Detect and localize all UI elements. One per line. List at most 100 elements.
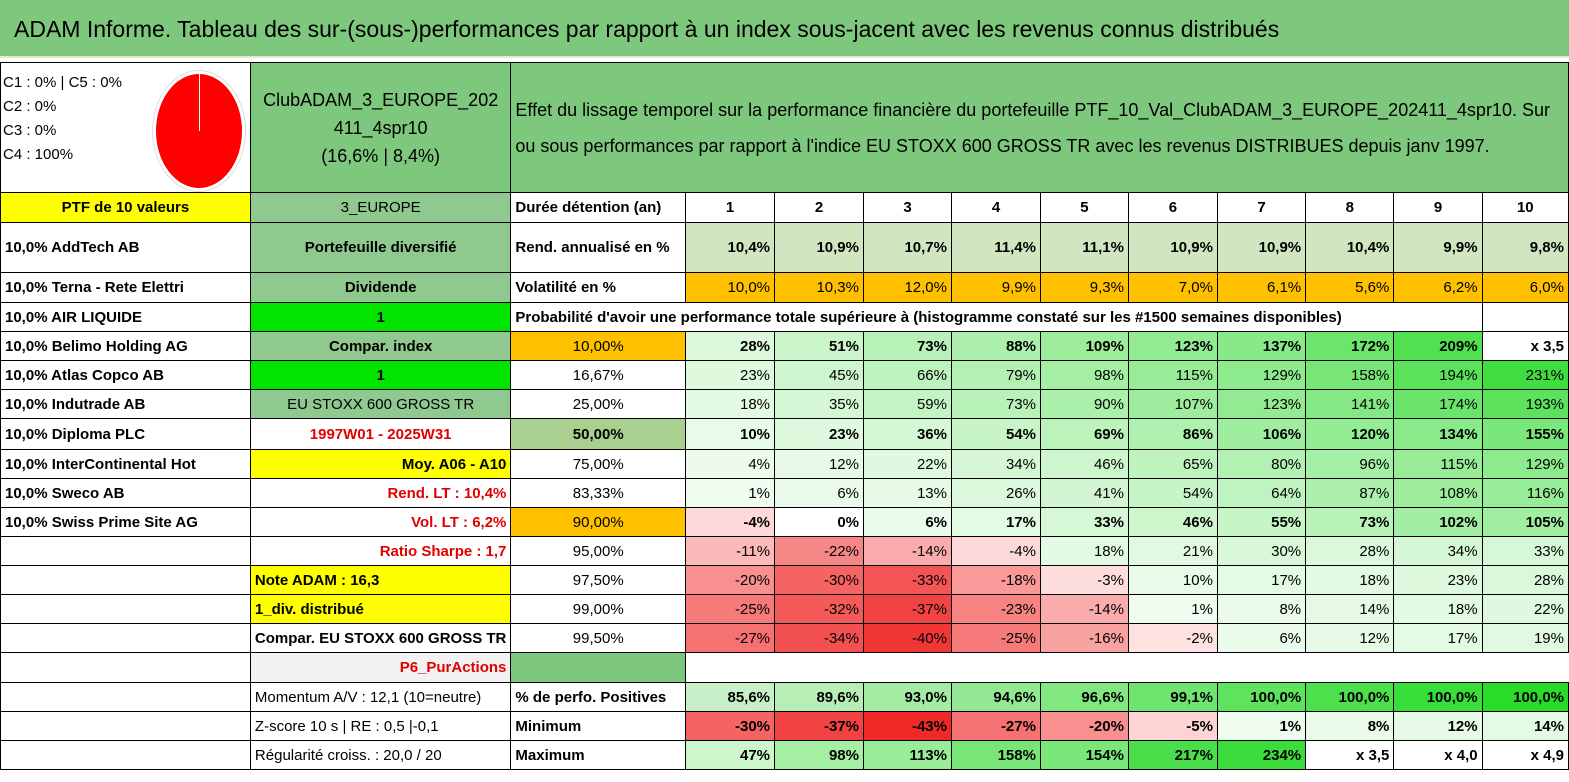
proba-value: 14% xyxy=(1305,594,1395,624)
proba-value: -25% xyxy=(685,594,776,624)
description: Effet du lissage temporel sur la perform… xyxy=(510,62,1569,193)
proba-value: 18% xyxy=(1393,594,1483,624)
min-value: -37% xyxy=(774,711,864,741)
year-header: 2 xyxy=(774,192,864,223)
pos-value: 89,6% xyxy=(774,682,864,712)
rend-label: Rend. annualisé en % xyxy=(510,222,687,273)
proba-value: 108% xyxy=(1393,478,1483,508)
min-label: Minimum xyxy=(510,711,687,741)
proba-value: 17% xyxy=(1216,565,1307,595)
proba-value: 36% xyxy=(863,418,952,450)
max-value: x 4,9 xyxy=(1481,740,1569,770)
rend-value: 10,9% xyxy=(774,222,864,273)
rend-value: 10,4% xyxy=(1305,222,1395,273)
proba-value: -34% xyxy=(774,623,864,653)
year-header: 3 xyxy=(863,192,952,223)
proba-value: 87% xyxy=(1305,478,1395,508)
table-row: Ratio Sharpe : 1,7 95,00% -11% -22% -14% -4% 1… xyxy=(0,536,1569,566)
max-value: 158% xyxy=(951,740,1041,770)
holding-row: 10,0% Terna - Rete Elettri xyxy=(0,272,251,303)
proba-value: -37% xyxy=(863,594,952,624)
table-row: 10,0% Indutrade AB EU STOXX 600 GROSS TR 2… xyxy=(0,389,1569,419)
max-value: 234% xyxy=(1216,740,1307,770)
max-value: x 4,0 xyxy=(1393,740,1483,770)
proba-value: -20% xyxy=(685,565,776,595)
proba-value: 35% xyxy=(774,389,864,419)
holding-row: 10,0% Diploma PLC xyxy=(0,418,251,450)
holding-row: 10,0% AddTech AB xyxy=(0,222,251,273)
vol-label: Volatilité en % xyxy=(510,272,687,303)
proba-value: 23% xyxy=(685,360,776,390)
proba-value: 22% xyxy=(863,449,952,479)
proba-value: 34% xyxy=(1393,536,1483,566)
min-value: -43% xyxy=(863,711,952,741)
proba-threshold: 25,00% xyxy=(510,389,687,419)
proba-threshold: 83,33% xyxy=(510,478,687,508)
report-title-bar: ADAM Informe. Tableau des sur-(sous-)per… xyxy=(0,0,1569,58)
rend-value: 10,4% xyxy=(685,222,776,273)
proba-threshold: 75,00% xyxy=(510,449,687,479)
category-pie-chart xyxy=(153,71,245,191)
proba-value: -16% xyxy=(1039,623,1129,653)
min-value: -27% xyxy=(951,711,1041,741)
table-row: Momentum A/V : 12,1 (10=neutre)% de perf… xyxy=(0,682,1569,712)
info-rend-lt: Rend. LT : 10,4% xyxy=(249,478,512,508)
proba-value: -18% xyxy=(951,565,1041,595)
proba-value: 17% xyxy=(951,507,1041,537)
year-header: 1 xyxy=(685,192,776,223)
proba-value: 17% xyxy=(1393,623,1483,653)
performance-table: C1 : 0% | C5 : 0% C2 : 0% C3 : 0% C4 : 1… xyxy=(0,62,1569,770)
proba-value: 88% xyxy=(951,331,1041,361)
table-row: 1_div. distribué 99,00% -25% -32% -37% -23% -1… xyxy=(0,594,1569,624)
empty-cell xyxy=(0,682,251,712)
ptf-header: PTF de 10 valeurs xyxy=(0,192,251,223)
min-value: -5% xyxy=(1127,711,1218,741)
proba-value: 18% xyxy=(1039,536,1129,566)
vol-value: 6,1% xyxy=(1216,272,1307,303)
pos-value: 96,6% xyxy=(1039,682,1129,712)
vol-value: 9,3% xyxy=(1039,272,1129,303)
pos-value: 100,0% xyxy=(1305,682,1395,712)
proba-value: 18% xyxy=(1305,565,1395,595)
table-row: Note ADAM : 16,3 97,50% -20% -30% -33% -18% -3… xyxy=(0,565,1569,595)
max-value: 154% xyxy=(1039,740,1129,770)
table-row: 10,0% Belimo Holding AG Compar. index 10,0… xyxy=(0,331,1569,361)
info-div: 1_div. distribué xyxy=(249,594,512,624)
proba-threshold: 97,50% xyxy=(510,565,687,595)
proba-value: 86% xyxy=(1127,418,1218,450)
pie-legend-item: C2 : 0% xyxy=(3,98,57,115)
table-row: P6_PurActions xyxy=(0,652,1569,683)
proba-value: 0% xyxy=(774,507,864,537)
min-value: -20% xyxy=(1039,711,1129,741)
info-note: Note ADAM : 16,3 xyxy=(249,565,512,595)
proba-value: 26% xyxy=(951,478,1041,508)
fund-name-line: ClubADAM_3_EUROPE_202 xyxy=(263,89,499,110)
year-header: 4 xyxy=(951,192,1041,223)
report-title: ADAM Informe. Tableau des sur-(sous-)per… xyxy=(14,16,1280,42)
proba-threshold: 95,00% xyxy=(510,536,687,566)
vol-value: 10,0% xyxy=(685,272,776,303)
proba-value: 90% xyxy=(1039,389,1129,419)
pos-value: 100,0% xyxy=(1481,682,1569,712)
proba-value: 129% xyxy=(1481,449,1569,479)
rend-value: 10,9% xyxy=(1127,222,1218,273)
proba-value: 172% xyxy=(1305,331,1395,361)
empty-cell xyxy=(0,711,251,741)
table-row: 10,0% Terna - Rete Elettri Dividende Volat… xyxy=(0,272,1569,303)
proba-value: -32% xyxy=(774,594,864,624)
proba-value: 69% xyxy=(1039,418,1129,450)
proba-value: 66% xyxy=(863,360,952,390)
proba-threshold: 10,00% xyxy=(510,331,687,361)
fund-stats: (16,6% | 8,4%) xyxy=(321,145,441,166)
proba-value: 123% xyxy=(1127,331,1218,361)
max-value: 113% xyxy=(863,740,952,770)
proba-value: 129% xyxy=(1216,360,1307,390)
proba-value: 1% xyxy=(1127,594,1218,624)
proba-threshold: 99,00% xyxy=(510,594,687,624)
year-header: 7 xyxy=(1216,192,1307,223)
pie-legend-cell: C1 : 0% | C5 : 0% C2 : 0% C3 : 0% C4 : 1… xyxy=(0,62,251,193)
year-header: 10 xyxy=(1481,192,1569,223)
table-row: Régularité croiss. : 20,0 / 20 Maximum 47%… xyxy=(0,740,1569,770)
proba-value: 45% xyxy=(774,360,864,390)
rend-value: 9,9% xyxy=(1393,222,1483,273)
